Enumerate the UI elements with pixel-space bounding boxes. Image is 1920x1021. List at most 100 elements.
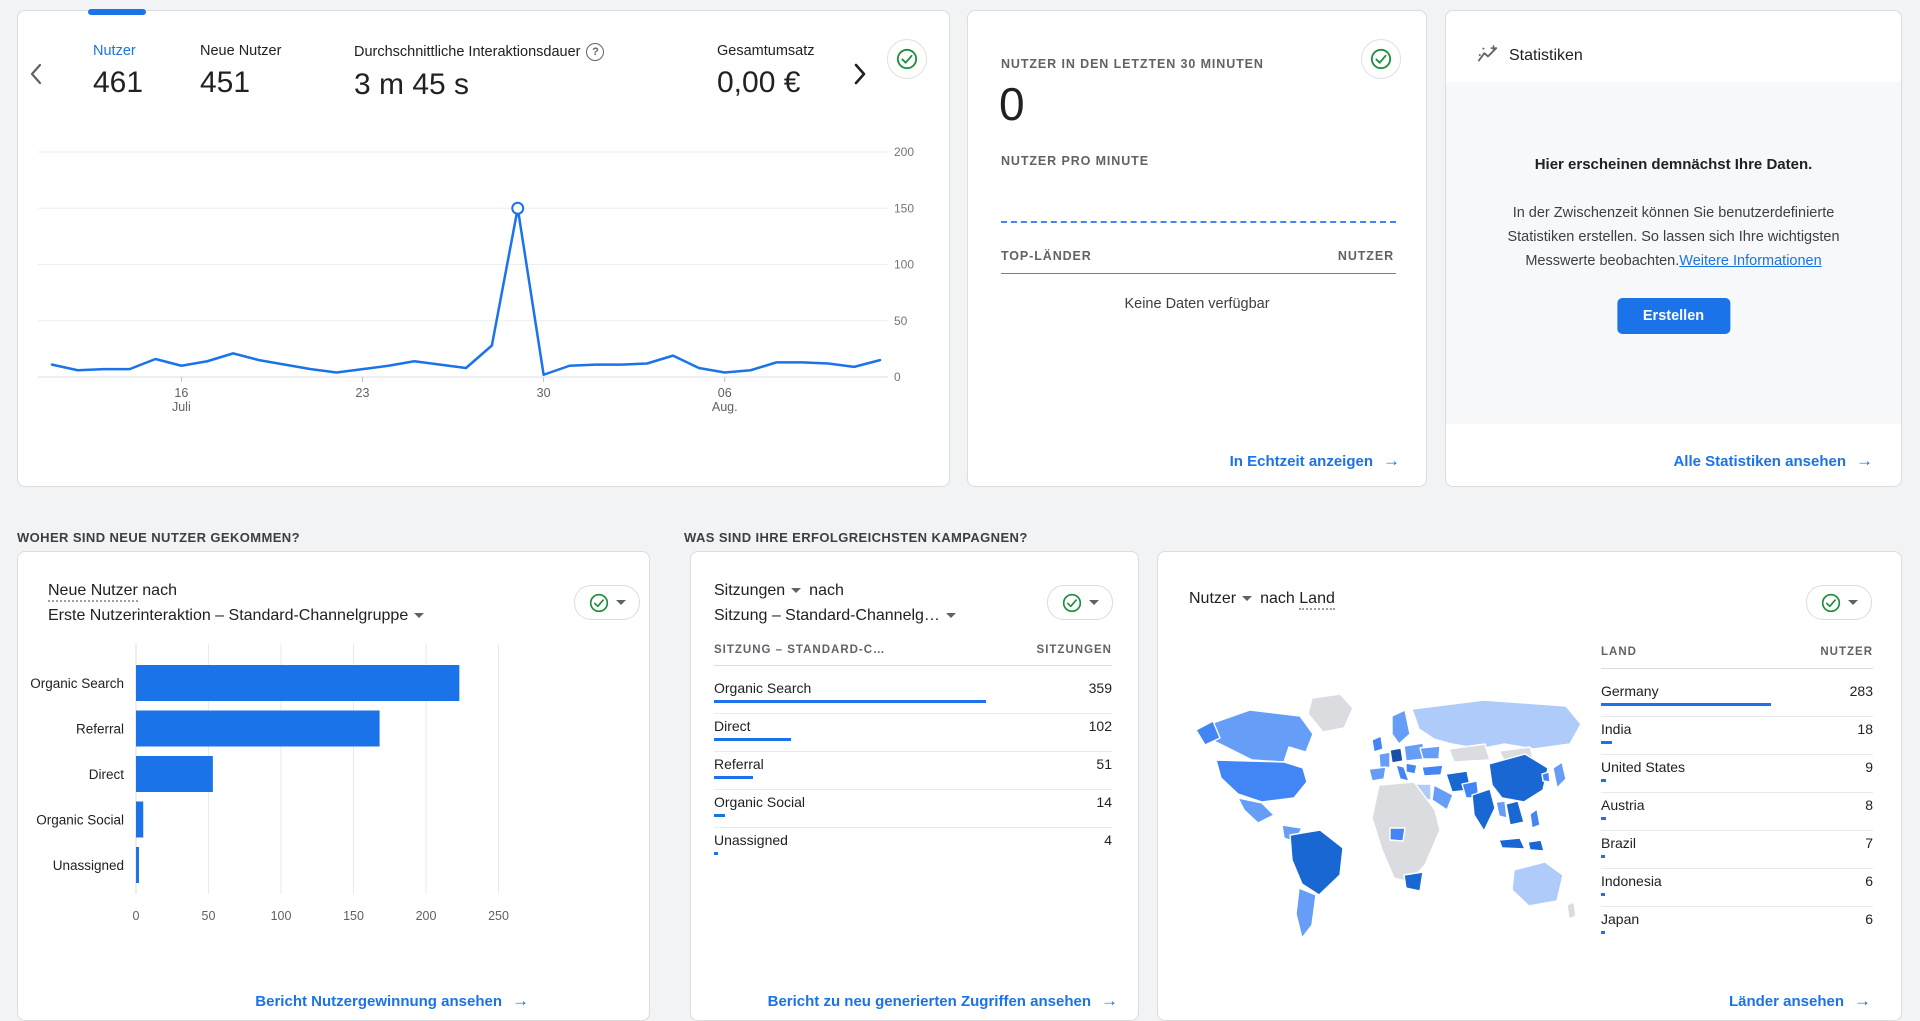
country-south-africa — [1403, 871, 1424, 892]
campaigns-card-title: Sitzungen nach — [714, 582, 844, 599]
svg-text:100: 100 — [894, 258, 914, 272]
row-divider — [1601, 906, 1873, 907]
country-russia — [1411, 699, 1582, 750]
row-bar — [1601, 893, 1605, 896]
metric-tab-value: 451 — [200, 66, 251, 99]
header-divider — [1601, 668, 1873, 669]
view-realtime-link[interactable]: In Echtzeit anzeigen → — [1229, 451, 1400, 470]
check-circle-icon — [1821, 593, 1840, 612]
data-quality-pill[interactable] — [1047, 585, 1113, 620]
insights-icon — [1477, 44, 1499, 66]
row-bar — [714, 700, 986, 703]
svg-text:50: 50 — [202, 909, 216, 923]
metric-tab-value: 461 — [93, 66, 144, 99]
chevron-down-icon — [1088, 600, 1099, 605]
row-divider — [1601, 754, 1873, 755]
row-label: Indonesia — [1601, 873, 1662, 889]
check-circle-icon — [896, 48, 918, 70]
view-all-insights-link[interactable]: Alle Statistiken ansehen → — [1673, 451, 1873, 470]
metric-tab-label: Nutzer — [93, 43, 136, 59]
top-countries-divider — [1001, 273, 1396, 274]
row-value: 51 — [1096, 756, 1112, 772]
metric-tab-label: Neue Nutzer — [200, 43, 282, 59]
row-label: Unassigned — [714, 832, 788, 848]
row-bar — [1601, 931, 1605, 934]
country-balkans — [1405, 762, 1418, 775]
campaigns-card: Sitzungen nach Sitzung – Standard-Channel… — [690, 551, 1139, 1021]
country-usa — [1215, 759, 1308, 803]
svg-text:16: 16 — [174, 386, 188, 400]
table-row: United States 9 — [1601, 759, 1873, 797]
svg-text:Referral: Referral — [76, 722, 124, 737]
svg-text:Juli: Juli — [172, 400, 191, 414]
svg-text:Unassigned: Unassigned — [53, 858, 124, 873]
previous-metrics-button[interactable] — [30, 63, 42, 85]
country-italy — [1395, 764, 1410, 782]
view-countries-link[interactable]: Länder ansehen → — [1728, 991, 1871, 1010]
row-value: 8 — [1865, 797, 1873, 813]
row-value: 6 — [1865, 911, 1873, 927]
metric-tab-label: Durchschnittliche Interaktionsdauer — [354, 44, 581, 60]
row-value: 283 — [1849, 683, 1873, 699]
table-row: Organic Social 14 — [714, 794, 1112, 832]
table-row: Organic Search 359 — [714, 680, 1112, 718]
metric-selector[interactable]: Neue Nutzer — [48, 582, 138, 602]
country-alaska — [1195, 720, 1221, 746]
metric-selector[interactable]: Nutzer — [1189, 590, 1237, 607]
view-user-acquisition-link[interactable]: Bericht Nutzergewinnung ansehen → — [255, 991, 529, 1010]
svg-text:50: 50 — [894, 314, 908, 328]
create-insight-button[interactable]: Erstellen — [1616, 298, 1731, 334]
row-label: United States — [1601, 759, 1686, 775]
dimension-selector[interactable]: Land — [1299, 590, 1335, 610]
per-minute-empty-baseline — [1001, 221, 1396, 223]
data-quality-badge[interactable] — [887, 39, 927, 79]
row-label: Japan — [1601, 911, 1640, 927]
table-row: Direct 102 — [714, 718, 1112, 756]
svg-text:200: 200 — [416, 909, 437, 923]
svg-text:250: 250 — [488, 909, 509, 923]
row-value: 7 — [1865, 835, 1873, 851]
data-quality-pill[interactable] — [574, 585, 640, 620]
world-map — [1195, 693, 1582, 939]
arrow-right-icon: → — [512, 991, 529, 1010]
country-korea — [1541, 771, 1551, 783]
svg-text:100: 100 — [271, 909, 292, 923]
campaigns-dimension[interactable]: Sitzung – Standard-Channelg… — [714, 607, 956, 625]
row-bar — [714, 738, 792, 741]
help-icon[interactable]: ? — [586, 43, 605, 61]
view-traffic-acquisition-link[interactable]: Bericht zu neu generierten Zugriffen ans… — [767, 991, 1118, 1010]
countries-table: Germany 283 India 18 United States 9 Austria 8 B… — [1601, 683, 1873, 949]
country-greenland — [1307, 693, 1354, 733]
data-quality-badge[interactable] — [1361, 39, 1401, 79]
next-metrics-button[interactable] — [854, 63, 866, 85]
new-users-dimension[interactable]: Erste Nutzerinteraktion – Standard-Chann… — [48, 607, 425, 625]
arrow-right-icon: → — [1854, 991, 1871, 1010]
svg-text:30: 30 — [537, 386, 551, 400]
table-row: Unassigned 4 — [714, 832, 1112, 870]
data-quality-pill[interactable] — [1806, 585, 1872, 620]
svg-text:Aug.: Aug. — [712, 400, 738, 414]
country-france — [1378, 751, 1391, 770]
row-bar — [1601, 703, 1771, 706]
row-divider — [1601, 868, 1873, 869]
metric-selector[interactable]: Sitzungen — [714, 582, 786, 599]
metric-tab-gesamtumsatz[interactable]: Gesamtumsatz 0,00 € — [717, 43, 815, 100]
more-info-link[interactable]: Weitere Informationen — [1679, 253, 1822, 269]
country-mexico — [1237, 797, 1275, 824]
svg-text:06: 06 — [718, 386, 732, 400]
countries-card: Nutzer nach Land — [1157, 551, 1902, 1021]
chevron-left-icon — [30, 63, 42, 85]
active-tab-indicator — [88, 9, 146, 15]
chevron-down-icon — [1242, 596, 1253, 601]
country-china — [1488, 753, 1549, 803]
country-myanmar — [1495, 800, 1508, 819]
metric-tab-durchschnittliche-interaktionsdauer[interactable]: Durchschnittliche Interaktionsdauer? 3 m … — [354, 43, 605, 102]
country-turkey — [1421, 764, 1444, 777]
metric-tab-neue-nutzer[interactable]: Neue Nutzer 451 — [200, 43, 281, 100]
campaigns-table: Organic Search 359 Direct 102 Referral 51 Orga… — [714, 680, 1112, 870]
table-row: Brazil 7 — [1601, 835, 1873, 873]
svg-text:Direct: Direct — [89, 767, 125, 782]
overview-metrics-card: Nutzer 461 Neue Nutzer 451 Durchschnittliche… — [17, 9, 950, 487]
row-bar — [1601, 779, 1607, 782]
metric-tab-nutzer[interactable]: Nutzer 461 — [93, 43, 143, 100]
